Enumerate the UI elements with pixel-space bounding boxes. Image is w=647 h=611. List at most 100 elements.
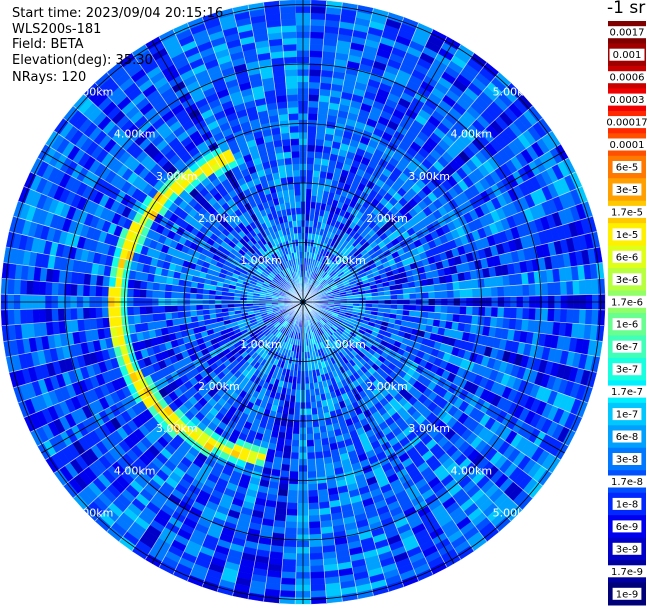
data-gate	[318, 489, 329, 496]
data-gate	[293, 427, 300, 434]
data-gate	[497, 307, 504, 318]
data-gate	[307, 151, 315, 158]
data-gate	[316, 470, 326, 477]
data-gate	[566, 281, 573, 295]
data-gate	[77, 284, 84, 296]
data-gate	[152, 306, 159, 314]
data-gate	[314, 446, 322, 453]
data-gate	[410, 305, 417, 311]
data-gate	[585, 309, 592, 324]
data-gate	[134, 280, 141, 289]
data-gate	[308, 94, 319, 101]
data-gate	[70, 308, 77, 320]
data-gate	[196, 294, 203, 300]
data-gate	[592, 310, 599, 326]
data-gate	[283, 446, 291, 453]
data-gate	[77, 308, 84, 320]
data-gate	[310, 25, 325, 32]
data-gate	[281, 578, 296, 585]
data-gate	[554, 309, 561, 323]
data-gate	[290, 459, 299, 466]
data-gate	[315, 145, 324, 152]
data-gate	[308, 101, 319, 108]
data-gate	[310, 559, 324, 566]
data-gate	[153, 313, 160, 321]
data-gate	[310, 44, 324, 51]
data-gate	[283, 547, 296, 554]
data-gate	[309, 76, 321, 83]
data-gate	[309, 82, 321, 89]
data-gate	[171, 305, 178, 312]
data-gate	[70, 284, 77, 296]
data-gate	[579, 309, 586, 324]
data-gate	[316, 133, 325, 140]
data-gate	[485, 287, 492, 297]
data-gate	[504, 307, 511, 318]
data-gate	[441, 306, 448, 314]
data-gate	[292, 440, 300, 447]
data-gate	[1, 310, 8, 326]
data-gate	[288, 484, 298, 491]
data-gate	[287, 421, 294, 428]
data-gate	[541, 308, 548, 321]
data-gate	[410, 293, 417, 299]
data-gate	[140, 314, 147, 323]
data-gate	[282, 559, 296, 566]
data-gate	[316, 126, 326, 133]
data-gate	[83, 308, 90, 320]
data-gate	[306, 421, 313, 428]
data-gate	[307, 465, 316, 472]
data-gate	[313, 433, 321, 440]
data-gate	[504, 286, 511, 297]
data-gate	[209, 295, 216, 300]
data-gate	[310, 578, 325, 585]
data-gate	[309, 515, 321, 522]
data-gate	[158, 306, 165, 314]
data-gate	[422, 305, 429, 312]
data-gate	[441, 291, 448, 299]
data-gate	[306, 195, 312, 202]
data-gate	[516, 308, 523, 320]
data-gate	[102, 286, 109, 297]
data-gate	[318, 108, 329, 115]
data-gate	[523, 308, 530, 320]
data-gate	[472, 288, 479, 297]
data-gate	[434, 284, 441, 292]
data-gate	[280, 584, 295, 591]
data-gate	[529, 308, 536, 320]
data-gate	[592, 279, 599, 295]
data-gate	[422, 286, 429, 293]
data-gate	[127, 306, 134, 315]
data-gate	[134, 315, 141, 324]
data-gate	[554, 282, 561, 296]
data-gate	[315, 139, 324, 146]
data-gate	[465, 315, 472, 324]
data-gate	[516, 285, 523, 297]
data-gate	[114, 307, 121, 317]
data-gate	[309, 522, 321, 529]
data-gate	[311, 591, 327, 598]
data-gate	[326, 595, 342, 603]
data-gate	[479, 307, 486, 317]
data-gate	[165, 291, 172, 298]
data-gate	[159, 313, 166, 321]
data-gate	[309, 540, 322, 547]
data-gate	[585, 279, 592, 294]
data-gate	[306, 170, 313, 177]
data-gate	[286, 427, 293, 434]
data-gate	[307, 126, 316, 133]
data-gate	[308, 113, 318, 120]
data-gate	[313, 427, 320, 434]
data-gate	[146, 290, 153, 298]
data-gate	[308, 88, 319, 95]
data-gate	[472, 306, 479, 315]
data-gate	[447, 290, 454, 298]
data-gate	[478, 316, 485, 326]
data-gate	[307, 446, 315, 453]
data-gate	[159, 283, 166, 291]
data-gate	[440, 283, 447, 291]
data-gate	[83, 285, 90, 297]
data-gate	[529, 284, 536, 296]
data-gate	[598, 310, 605, 326]
data-gate	[89, 307, 96, 318]
